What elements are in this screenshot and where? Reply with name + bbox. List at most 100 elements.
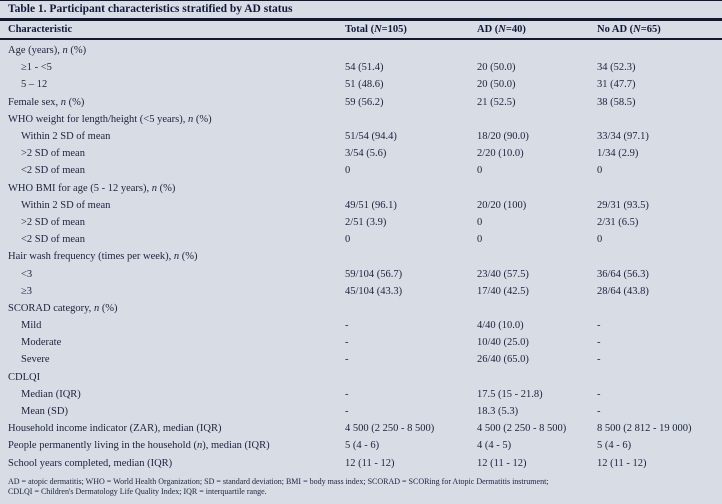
cell-value: 0 [477, 216, 483, 228]
row-label: Hair wash frequency (times per week), n … [8, 251, 198, 263]
table-row: Within 2 SD of mean 49/51 (96.1) 20/20 (10… [0, 197, 722, 214]
footnote-line-1: AD = atopic dermatitis; WHO = World Heal… [8, 476, 549, 486]
table-row: WHO BMI for age (5 - 12 years), n (%) [0, 180, 722, 197]
cell-value: 54 (51.4) [345, 62, 384, 74]
table-row: Mean (SD) - 18.3 (5.3) - [0, 403, 722, 420]
cell-value: 12 (11 - 12) [345, 457, 395, 469]
table-body: Age (years), n (%) ≥1 - <5 54 (51.4) 20 (50… [0, 42, 722, 472]
table-row: Median (IQR) - 17.5 (15 - 21.8) - [0, 386, 722, 403]
row-label: Female sex, n (%) [8, 96, 85, 108]
table-row: ≥3 45/104 (43.3) 17/40 (42.5) 28/64 (43.8) [0, 283, 722, 300]
cell-value: 20 (50.0) [477, 62, 516, 74]
cell-value: 49/51 (96.1) [345, 199, 397, 211]
cell-value: 4 500 (2 250 - 8 500) [345, 423, 435, 435]
row-label: SCORAD category, n (%) [8, 302, 118, 314]
row-label: ≥3 [21, 285, 33, 297]
row-label: School years completed, median (IQR) [8, 457, 173, 469]
cell-value: 0 [345, 234, 351, 246]
cell-value: 29/31 (93.5) [597, 199, 649, 211]
cell-value: 31 (47.7) [597, 79, 636, 91]
cell-value: 0 [477, 165, 483, 177]
table-row: Moderate - 10/40 (25.0) - [0, 334, 722, 351]
row-label: <2 SD of mean [21, 234, 85, 246]
row-label: CDLQI [8, 371, 41, 383]
column-header-2: AD (N=40) [477, 24, 526, 35]
table-footnote: AD = atopic dermatitis; WHO = World Heal… [0, 477, 722, 498]
cell-value: 59 (56.2) [345, 96, 384, 108]
top-rule [0, 0, 722, 1]
cell-value: 36/64 (56.3) [597, 268, 649, 280]
row-label: 5 – 12 [21, 79, 48, 91]
cell-value: - [345, 320, 349, 332]
table-row: Mild - 4/40 (10.0) - [0, 317, 722, 334]
cell-value: 20/20 (100) [477, 199, 527, 211]
column-header-0: Characteristic [8, 24, 73, 35]
row-label: Household income indicator (ZAR), median… [8, 423, 222, 435]
cell-value: 23/40 (57.5) [477, 268, 529, 280]
cell-value: 21 (52.5) [477, 96, 516, 108]
cell-value: 12 (11 - 12) [477, 457, 527, 469]
header-divider-rule [0, 38, 722, 40]
table-row: Household income indicator (ZAR), median… [0, 420, 722, 437]
row-label: WHO BMI for age (5 - 12 years), n (%) [8, 182, 176, 194]
cell-value: - [597, 388, 601, 400]
row-label: Mild [21, 320, 42, 332]
table-row: Within 2 SD of mean 51/54 (94.4) 18/20 (90… [0, 128, 722, 145]
table-row: Age (years), n (%) [0, 42, 722, 59]
cell-value: 45/104 (43.3) [345, 285, 403, 297]
cell-value: 18.3 (5.3) [477, 406, 519, 418]
row-label: WHO weight for length/height (<5 years),… [8, 113, 212, 125]
table-row: <2 SD of mean 0 0 0 [0, 162, 722, 179]
cell-value: 26/40 (65.0) [477, 354, 529, 366]
table-row: >2 SD of mean 3/54 (5.6) 2/20 (10.0) 1/34 (… [0, 145, 722, 162]
cell-value: 17.5 (15 - 21.8) [477, 388, 543, 400]
table-row: CDLQI [0, 369, 722, 386]
cell-value: 38 (58.5) [597, 96, 636, 108]
cell-value: 20 (50.0) [477, 79, 516, 91]
table-row: Severe - 26/40 (65.0) - [0, 351, 722, 368]
cell-value: - [345, 337, 349, 349]
cell-value: 0 [345, 165, 351, 177]
table-row: School years completed, median (IQR) 12 (… [0, 455, 722, 472]
table-row: >2 SD of mean 2/51 (3.9) 0 2/31 (6.5) [0, 214, 722, 231]
cell-value: 51 (48.6) [345, 79, 384, 91]
table-row: Hair wash frequency (times per week), n … [0, 248, 722, 265]
table-row: WHO weight for length/height (<5 years),… [0, 111, 722, 128]
title-divider-rule [0, 18, 722, 21]
cell-value: 4 (4 - 5) [477, 440, 512, 452]
table-row: ≥1 - <5 54 (51.4) 20 (50.0) 34 (52.3) [0, 59, 722, 76]
cell-value: 2/51 (3.9) [345, 216, 387, 228]
cell-value: 3/54 (5.6) [345, 148, 387, 160]
cell-value: 8 500 (2 812 - 19 000) [597, 423, 692, 435]
cell-value: - [345, 406, 349, 418]
table-row: <2 SD of mean 0 0 0 [0, 231, 722, 248]
column-header-1: Total (N=105) [345, 24, 407, 35]
row-label: People permanently living in the househo… [8, 440, 270, 452]
cell-value: 12 (11 - 12) [597, 457, 647, 469]
row-label: ≥1 - <5 [21, 62, 52, 74]
cell-value: 5 (4 - 6) [345, 440, 380, 452]
table-header-row: Characteristic Total (N=105) AD (N=40) No A… [0, 21, 722, 38]
cell-value: 17/40 (42.5) [477, 285, 529, 297]
cell-value: 59/104 (56.7) [345, 268, 403, 280]
table-row: <3 59/104 (56.7) 23/40 (57.5) 36/64 (56.3) [0, 265, 722, 282]
cell-value: - [597, 337, 601, 349]
cell-value: 4 500 (2 250 - 8 500) [477, 423, 567, 435]
cell-value: - [597, 320, 601, 332]
table-row: SCORAD category, n (%) [0, 300, 722, 317]
cell-value: 1/34 (2.9) [597, 148, 639, 160]
cell-value: 5 (4 - 6) [597, 440, 632, 452]
cell-value: 34 (52.3) [597, 62, 636, 74]
column-header-3: No AD (N=65) [597, 24, 661, 35]
row-label: >2 SD of mean [21, 216, 85, 228]
row-label: Within 2 SD of mean [21, 131, 111, 143]
cell-value: 10/40 (25.0) [477, 337, 529, 349]
cell-value: - [597, 406, 601, 418]
row-label: Moderate [21, 337, 62, 349]
row-label: >2 SD of mean [21, 148, 85, 160]
cell-value: 4/40 (10.0) [477, 320, 524, 332]
cell-value: 2/31 (6.5) [597, 216, 639, 228]
row-label: <3 [21, 268, 33, 280]
cell-value: 33/34 (97.1) [597, 131, 649, 143]
cell-value: 0 [597, 165, 603, 177]
